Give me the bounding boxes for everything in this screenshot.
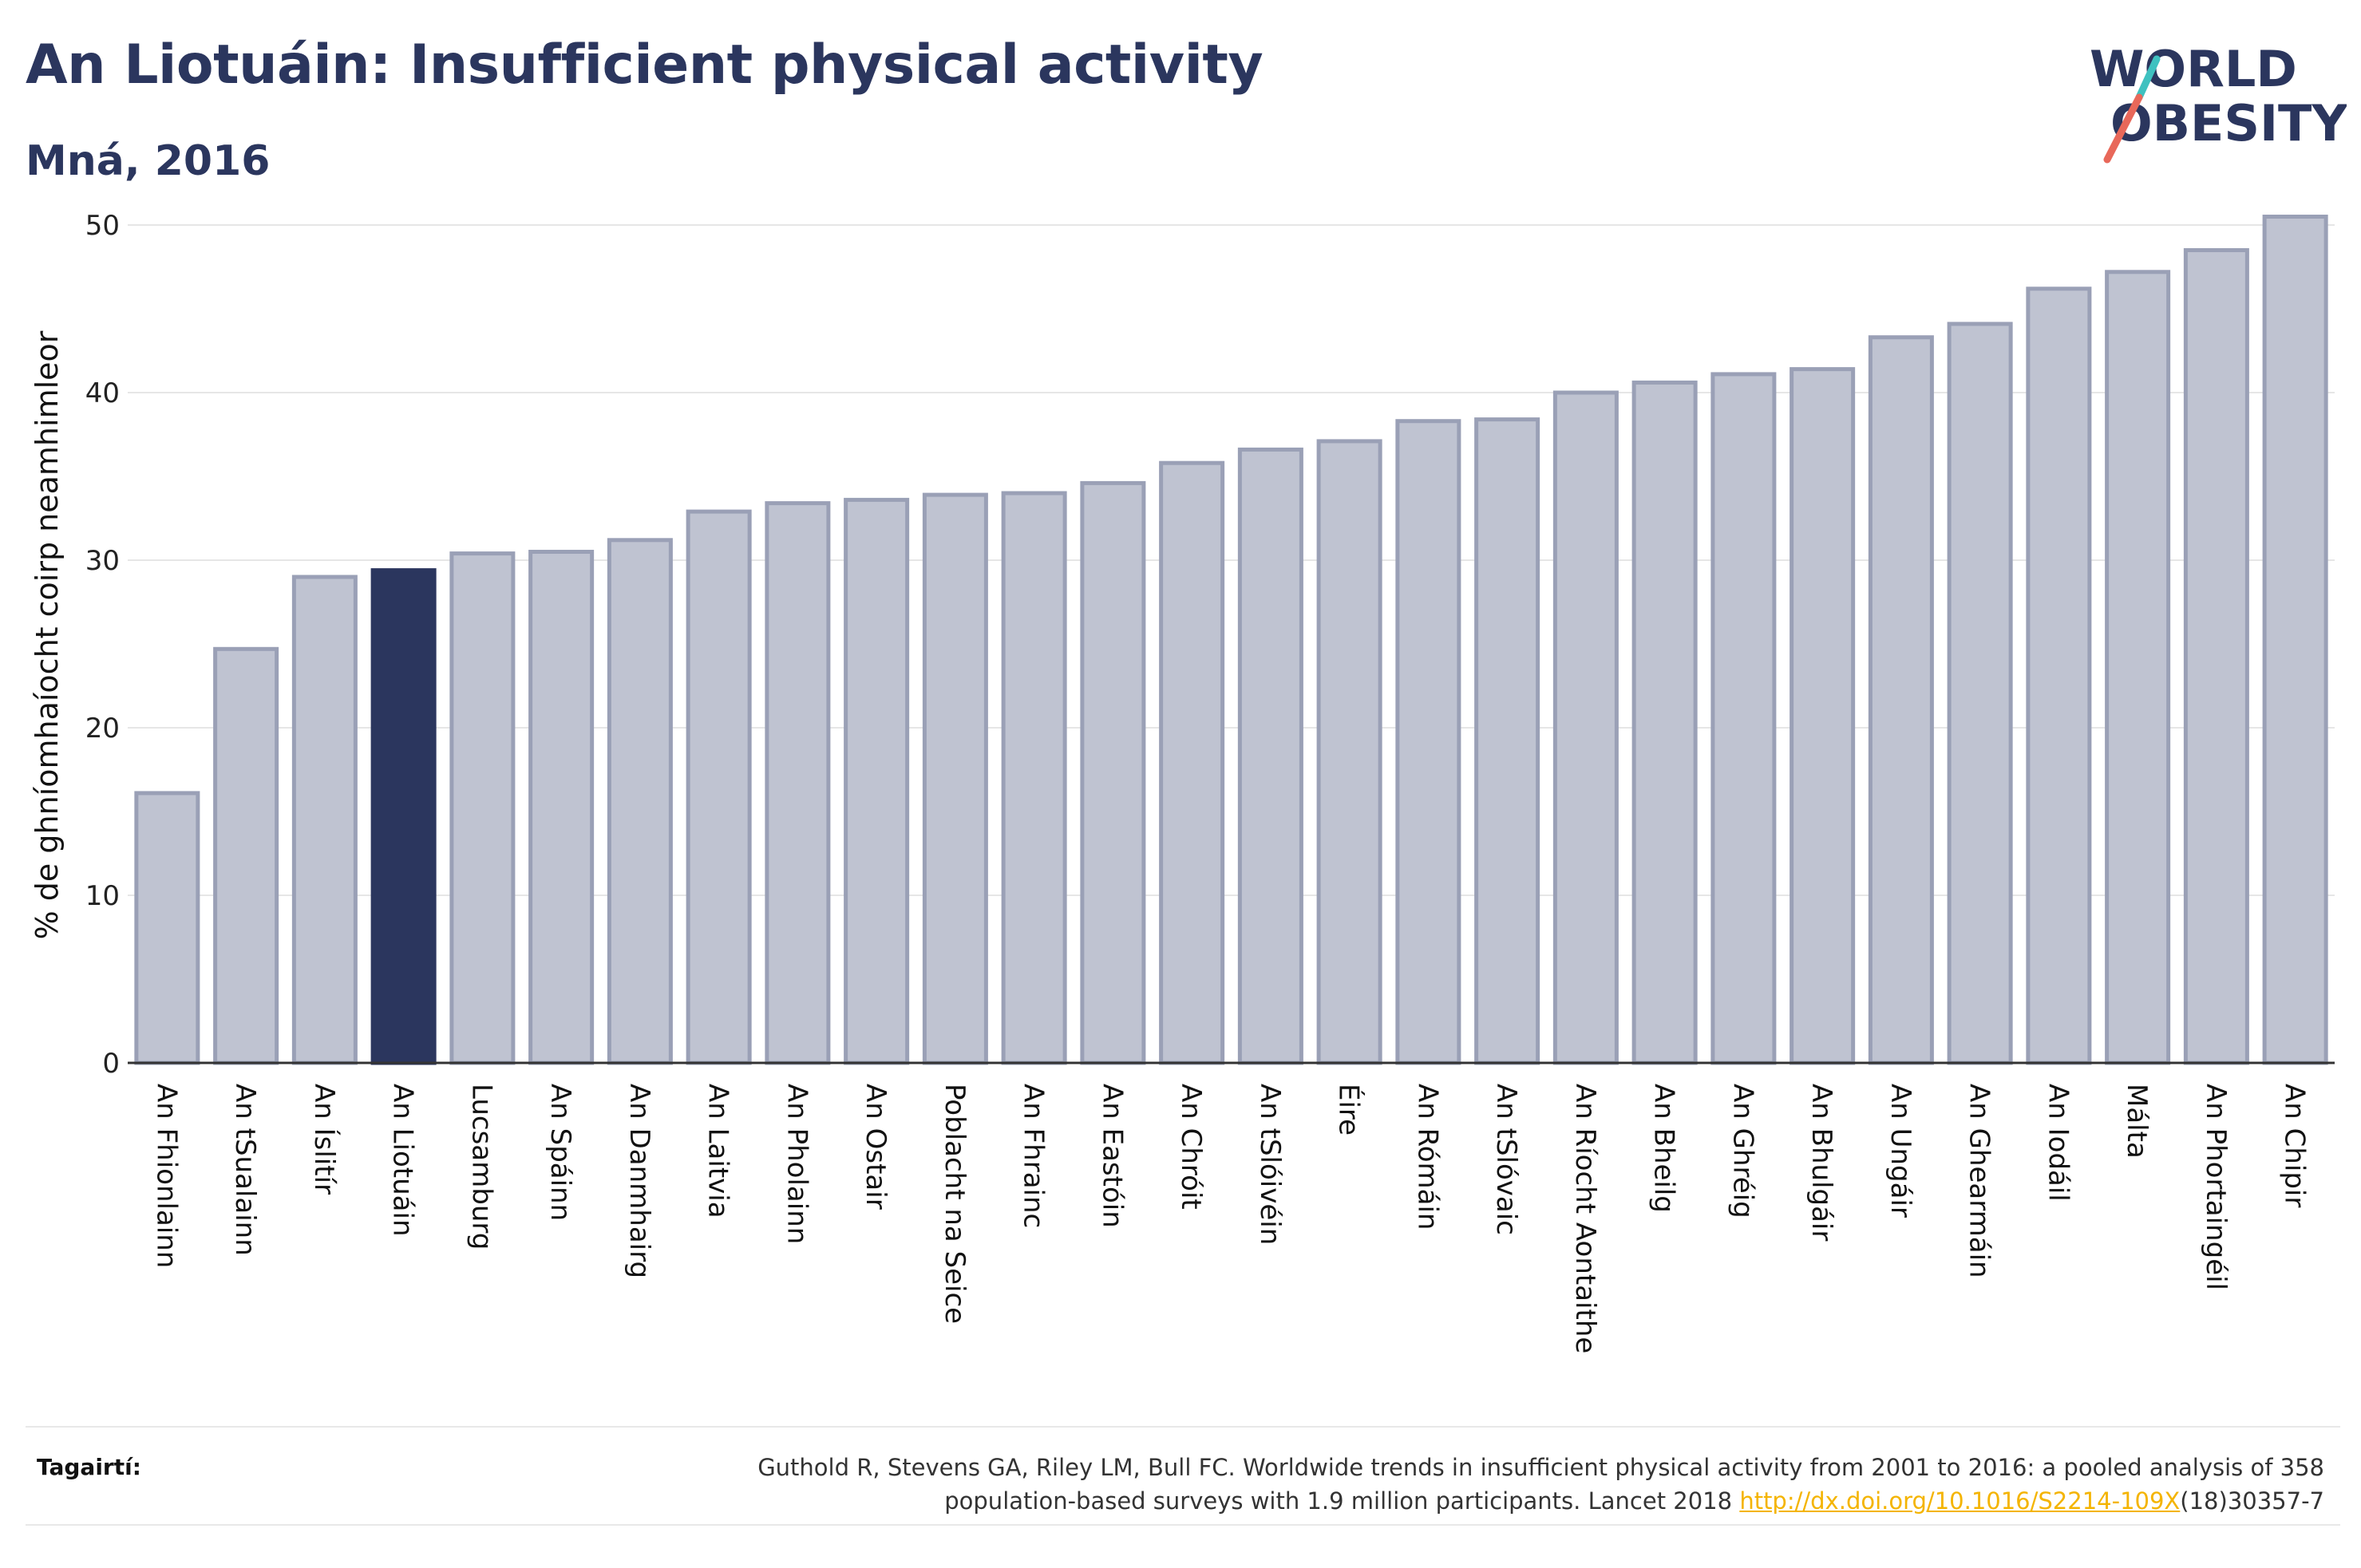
world-obesity-logo: WORLD OBESITY xyxy=(2090,40,2347,164)
bar xyxy=(1710,372,1777,1065)
footer-divider-bottom xyxy=(26,1524,2340,1526)
bar xyxy=(844,497,910,1065)
reference-doi-link[interactable]: http://dx.doi.org/10.1016/S2214-109X xyxy=(1739,1487,2181,1515)
x-tick-label: An Ríocht Aontaithe xyxy=(1569,1084,1601,1353)
x-tick-label: An Ghearmáin xyxy=(1964,1084,1995,1278)
x-tick-label: An Laitvia xyxy=(702,1084,734,1218)
x-tick-label: An Pholainn xyxy=(781,1084,813,1244)
bar xyxy=(1159,460,1225,1065)
y-axis-label: % de ghníomhaíocht coirp neamhimleor xyxy=(30,330,65,939)
logo-slash-coral xyxy=(2103,93,2143,164)
y-tick-label: 0 xyxy=(102,1048,120,1080)
y-axis-ticks: 0 10 20 30 40 50 xyxy=(85,210,120,1080)
bar xyxy=(2105,270,2171,1065)
x-tick-label: An Rómáin xyxy=(1411,1084,1443,1230)
chart-subtitle: Mná, 2016 xyxy=(26,137,271,185)
bar xyxy=(2026,286,2092,1065)
bar xyxy=(1631,380,1698,1065)
reference-line-2-start: population-based surveys with 1.9 millio… xyxy=(944,1487,1740,1515)
x-tick-label: Poblacht na Seice xyxy=(939,1084,971,1324)
x-tick-label: An Íslitír xyxy=(308,1084,341,1195)
x-tick-label: An tSlóvaic xyxy=(1490,1084,1522,1235)
x-tick-label: An Iodáil xyxy=(2042,1084,2074,1202)
x-tick-label: An tSualainn xyxy=(229,1084,261,1256)
x-axis-labels: An Fhionlainn An tSualainn An Íslitír An Li… xyxy=(150,1084,2310,1353)
bar xyxy=(922,492,988,1065)
logo-slash-teal xyxy=(2135,55,2161,101)
bar xyxy=(765,501,831,1065)
reference-text: Guthold R, Stevens GA, Riley LM, Bull FC… xyxy=(488,1451,2324,1518)
bar xyxy=(1395,419,1461,1065)
reference-line-2-end: (18)30357-7 xyxy=(2180,1487,2324,1515)
bar xyxy=(370,568,437,1065)
bar xyxy=(1790,367,1856,1065)
x-tick-label: An Chipir xyxy=(2279,1084,2311,1207)
bar xyxy=(291,575,358,1065)
x-tick-label: An Chróit xyxy=(1175,1084,1207,1210)
y-tick-label: 10 xyxy=(85,880,120,912)
x-tick-label: An Bheilg xyxy=(1648,1084,1680,1213)
x-tick-label: Lucsamburg xyxy=(465,1084,497,1250)
bar xyxy=(1474,417,1540,1065)
x-tick-label: An Ungáir xyxy=(1884,1084,1916,1218)
reference-line-1: Guthold R, Stevens GA, Riley LM, Bull FC… xyxy=(757,1454,2324,1481)
chart-title: An Liotuáin: Insufficient physical activ… xyxy=(26,34,1264,97)
bar xyxy=(528,550,595,1065)
bar xyxy=(2183,248,2249,1065)
x-tick-label: An Danmhairg xyxy=(623,1084,655,1278)
x-tick-label: An Liotuáin xyxy=(387,1084,419,1237)
x-tick-label: An Fhrainc xyxy=(1018,1084,1050,1228)
bar xyxy=(1868,335,1934,1065)
x-tick-label: An Fhionlainn xyxy=(150,1084,182,1268)
bar xyxy=(607,538,673,1065)
bars xyxy=(134,215,2328,1065)
x-tick-label: An Ghréig xyxy=(1726,1084,1758,1218)
bar xyxy=(134,791,200,1065)
bar xyxy=(1237,447,1303,1065)
x-tick-label: An tSlóivéin xyxy=(1254,1084,1286,1245)
x-tick-label: An Spáinn xyxy=(544,1084,576,1221)
x-tick-label: An Bhulgáir xyxy=(1805,1084,1837,1241)
y-tick-label: 40 xyxy=(85,377,120,409)
x-tick-label: An Phortaingéil xyxy=(2200,1084,2232,1290)
footer-divider-top xyxy=(26,1426,2340,1428)
bar xyxy=(1316,439,1382,1065)
y-tick-label: 30 xyxy=(85,545,120,577)
reference-line-2: population-based surveys with 1.9 millio… xyxy=(488,1484,2324,1518)
bar xyxy=(1080,480,1146,1065)
references-label: Tagairtí: xyxy=(37,1454,141,1480)
bar xyxy=(213,646,279,1065)
bar xyxy=(449,551,516,1065)
bar xyxy=(1001,491,1067,1065)
y-tick-label: 20 xyxy=(85,713,120,745)
x-tick-label: Éire xyxy=(1333,1084,1366,1136)
logo-line-1: WORLD xyxy=(2090,40,2297,98)
x-tick-label: An Eastóin xyxy=(1096,1084,1128,1228)
y-tick-label: 50 xyxy=(85,210,120,242)
x-tick-label: Málta xyxy=(2121,1084,2153,1159)
bar xyxy=(2262,215,2328,1065)
bar xyxy=(1947,322,2013,1065)
logo-line-2: OBESITY xyxy=(2110,94,2347,152)
x-tick-label: An Ostair xyxy=(860,1084,892,1210)
bar xyxy=(686,509,752,1065)
bar xyxy=(1552,390,1619,1065)
